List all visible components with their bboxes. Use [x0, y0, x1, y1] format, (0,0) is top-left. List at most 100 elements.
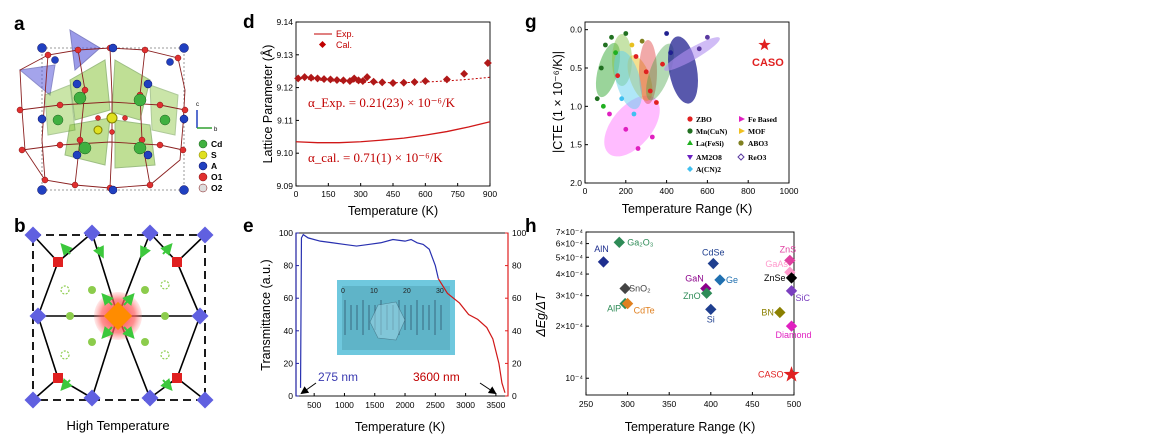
g-material-point	[643, 69, 649, 75]
legend-cd: Cd	[211, 139, 222, 149]
d-annotation-exp: α_Exp. = 0.21(23) × 10⁻⁶/K	[308, 95, 456, 110]
g-legend-lafesi: La(FeSi)	[696, 139, 724, 148]
g-legend-acn2: A(CN)2	[696, 165, 721, 174]
h-y-tick-label: 3×10⁻⁴	[556, 291, 584, 301]
high-temperature-caption: High Temperature	[66, 418, 169, 433]
e-x-tick-label: 500	[307, 400, 321, 410]
g-legend-reo3: ReO3	[748, 153, 767, 162]
d-y-tick-label: 9.12	[276, 83, 293, 93]
e-x-tick-label: 1500	[365, 400, 384, 410]
high-temperature-schematic: High Temperature	[24, 224, 214, 433]
g-y-tick-label: 1.5	[570, 140, 582, 150]
d-legend-exp: Exp.	[336, 29, 354, 39]
d-cal-point	[326, 75, 335, 84]
g-material-point	[600, 103, 606, 109]
g-material-point	[647, 88, 653, 94]
d-x-tick-label: 900	[483, 189, 497, 199]
g-legend: ZBO Mn(CuN) La(FeSi) AM2O8 A(CN)2 Fe Bas…	[687, 115, 778, 174]
g-material-point	[664, 31, 669, 36]
d-x-tick-label: 750	[451, 189, 465, 199]
g-material-point	[649, 134, 655, 140]
h-point	[784, 254, 796, 267]
g-material-point	[609, 34, 614, 40]
g-material-point	[598, 65, 604, 71]
d-cal-point	[442, 75, 451, 84]
d-y-tick-label: 9.13	[276, 50, 293, 60]
h-point-label: GaAs	[765, 259, 788, 269]
ruler-10: 10	[370, 288, 378, 295]
h-point-label: GaN	[685, 274, 704, 284]
panel-label-h: h	[525, 216, 537, 237]
d-cal-point	[320, 75, 328, 84]
g-legend-mncun: Mn(CuN)	[696, 127, 728, 136]
e-x-tick-label: 2000	[396, 400, 415, 410]
e-y2-tick-label: 20	[512, 358, 522, 368]
h-point-label: ZnO	[683, 291, 701, 301]
d-cal-point	[460, 69, 469, 78]
d-cal-point	[483, 59, 492, 67]
g-x-tick-label: 1000	[780, 186, 799, 196]
d-x-tick-label: 0	[294, 189, 299, 199]
h-point	[707, 257, 719, 270]
d-x-tick-label: 150	[321, 189, 335, 199]
h-point	[619, 282, 631, 295]
h-y-tick-label: 5×10⁻⁴	[556, 252, 584, 262]
ruler-0: 0	[341, 288, 345, 295]
panel-label-g: g	[525, 12, 537, 33]
h-point-caso	[783, 366, 800, 382]
g-material-point	[654, 100, 659, 105]
h-point-label: CdSe	[702, 248, 725, 258]
structure-legend: Cd S A O1 O2	[198, 139, 223, 193]
g-legend-abo3: ABO3	[748, 139, 768, 148]
h-y-tick-label: 6×10⁻⁴	[556, 239, 584, 249]
g-x-tick-label: 400	[660, 186, 674, 196]
g-legend-mof: MOF	[748, 127, 766, 136]
h-point	[785, 320, 798, 332]
ruler-20: 20	[403, 288, 411, 295]
legend-a: A	[211, 161, 217, 171]
g-material-point	[615, 73, 621, 79]
e-y2-tick-label: 100	[512, 228, 526, 238]
h-y-tick-label: 2×10⁻⁴	[556, 321, 584, 331]
g-material-regions	[595, 34, 720, 157]
axis-c-label: c	[196, 102, 199, 108]
d-annotation-cal: α_cal. = 0.71(1) × 10⁻⁶/K	[308, 150, 443, 165]
d-y-tick-label: 9.10	[276, 148, 293, 158]
h-point-label: CASO	[758, 370, 784, 380]
e-x-tick-label: 1000	[335, 400, 354, 410]
d-x-tick-label: 300	[354, 189, 368, 199]
d-cal-point	[300, 73, 309, 82]
e-x-tick-label: 2500	[426, 400, 445, 410]
g-material-point	[613, 50, 618, 56]
d-cal-point	[313, 74, 322, 83]
h-x-tick-label: 300	[621, 399, 635, 409]
chart-panel-d: 0 150 300 450 600 750 900 9.09 9.10 9.11 9.12 9.13 9…	[260, 17, 497, 218]
e-y-tick-label: 40	[284, 326, 294, 336]
h-point	[785, 285, 798, 297]
h-point	[613, 236, 625, 248]
e-annotation-275: 275 nm	[318, 370, 358, 384]
d-cal-point	[378, 78, 387, 87]
legend-s: S	[211, 150, 217, 160]
d-cal-point	[369, 77, 378, 86]
panel-label-e: e	[243, 216, 254, 237]
h-point	[705, 303, 717, 316]
h-point-label: BN	[761, 307, 774, 317]
h-point	[621, 297, 634, 310]
h-point-label: Ga₂O₃	[627, 237, 654, 247]
h-y-axis-label: ΔEg/ΔT	[534, 292, 548, 338]
axis-b-label: b	[214, 127, 218, 133]
g-material-point	[668, 50, 674, 56]
g-y-tick-label: 0.0	[570, 25, 582, 35]
e-y2-tick-label: 0	[512, 391, 517, 401]
d-exp-line	[295, 121, 491, 144]
h-point-label: Diamond	[775, 330, 811, 340]
e-y-tick-label: 60	[284, 293, 294, 303]
g-material-point	[633, 54, 639, 59]
h-point-label: AlN	[594, 244, 609, 254]
d-cal-point	[307, 73, 316, 82]
panel-label-d: d	[243, 12, 255, 33]
g-material-point	[696, 46, 702, 52]
g-x-tick-label: 200	[619, 186, 633, 196]
legend-o2: O2	[211, 183, 223, 193]
